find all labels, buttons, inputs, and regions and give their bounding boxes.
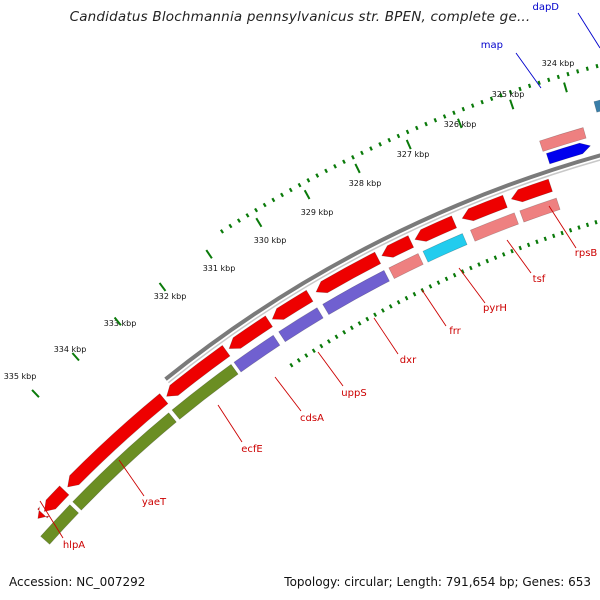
- gene-label-rpsB[interactable]: rpsB: [575, 248, 598, 259]
- label-layer: dapD map rpsB tsf pyrH frr dxr uppS cdsA ecfE yaeT…: [39, 2, 600, 551]
- cds-arrow[interactable]: [271, 289, 314, 320]
- cds-arrow[interactable]: [414, 215, 458, 242]
- gene-label-tsf[interactable]: tsf: [533, 274, 546, 285]
- gene-label-ecfE[interactable]: ecfE: [241, 444, 263, 455]
- cog-feature[interactable]: [322, 270, 390, 316]
- gene-label-pyrH[interactable]: pyrH: [483, 303, 507, 314]
- cog-feature[interactable]: [388, 253, 424, 280]
- gene-leader-line: [577, 12, 600, 49]
- cds-arrow[interactable]: [166, 344, 231, 397]
- gene-label-dapD[interactable]: dapD: [532, 2, 559, 13]
- gene-leader-line: [39, 500, 64, 539]
- gene-leader-line: [506, 239, 532, 274]
- gene-leader-line: [373, 317, 399, 355]
- cog-feature[interactable]: [422, 233, 468, 263]
- gene-leader-line: [317, 351, 344, 387]
- feature-layer: [37, 98, 600, 545]
- map-title: Candidatus Blochmannia pennsylvanicus st…: [69, 9, 531, 25]
- cog-feature[interactable]: [233, 334, 281, 373]
- cds-arrow[interactable]: [315, 251, 382, 294]
- gene-leader-line: [548, 205, 577, 249]
- topology-stats-text: Topology: circular; Length: 791,654 bp; …: [284, 575, 591, 589]
- cds-arrow[interactable]: [67, 393, 169, 488]
- kbp-tick-label: 325 kbp: [492, 90, 525, 99]
- gene-leader-line: [274, 376, 302, 412]
- cog-feature[interactable]: [40, 504, 79, 545]
- gene-leader-line: [515, 52, 542, 89]
- gene-leader-line: [458, 267, 486, 304]
- cog-feature[interactable]: [72, 412, 177, 511]
- kbp-tick-label: 330 kbp: [254, 236, 287, 245]
- accession-text: Accession: NC_007292: [9, 575, 146, 589]
- cds-arrow[interactable]: [37, 506, 50, 519]
- cog-feature[interactable]: [519, 197, 561, 223]
- cds-arrow[interactable]: [228, 315, 273, 349]
- kbp-tick-label: 327 kbp: [397, 150, 430, 159]
- cds-arrow[interactable]: [381, 235, 415, 258]
- gene-leader-line: [118, 459, 145, 497]
- kbp-tick-label: 335 kbp: [4, 372, 37, 381]
- cds-arrow[interactable]: [43, 485, 70, 512]
- kbp-tick-label: 334 kbp: [54, 345, 87, 354]
- gene-label-map[interactable]: map: [481, 40, 503, 51]
- cog-feature[interactable]: [171, 363, 239, 420]
- gene-label-yaeT[interactable]: yaeT: [142, 497, 167, 508]
- map-feature-cog[interactable]: [545, 142, 591, 165]
- gene-label-cdsA[interactable]: cdsA: [300, 413, 324, 424]
- kbp-tick-label: 328 kbp: [349, 179, 382, 188]
- cds-arrow[interactable]: [510, 178, 553, 203]
- backbone: [164, 153, 600, 384]
- gene-leader-line: [217, 404, 243, 443]
- gene-label-hlpA[interactable]: hlpA: [63, 540, 85, 551]
- dapD-feature-cog[interactable]: [593, 98, 600, 113]
- map-feature-light[interactable]: [539, 127, 587, 152]
- gene-label-uppS[interactable]: uppS: [341, 388, 366, 399]
- gene-label-dxr[interactable]: dxr: [400, 355, 417, 366]
- kbp-tick-label: 324 kbp: [542, 59, 575, 68]
- kbp-tick-label: 331 kbp: [203, 264, 236, 273]
- kbp-tick-label: 332 kbp: [154, 292, 187, 301]
- kbp-tick-label: 329 kbp: [301, 208, 334, 217]
- cog-feature[interactable]: [470, 212, 519, 242]
- cog-feature[interactable]: [278, 307, 324, 343]
- gene-label-frr[interactable]: frr: [449, 326, 461, 337]
- cds-arrow[interactable]: [461, 194, 508, 222]
- gene-leader-line: [421, 289, 447, 327]
